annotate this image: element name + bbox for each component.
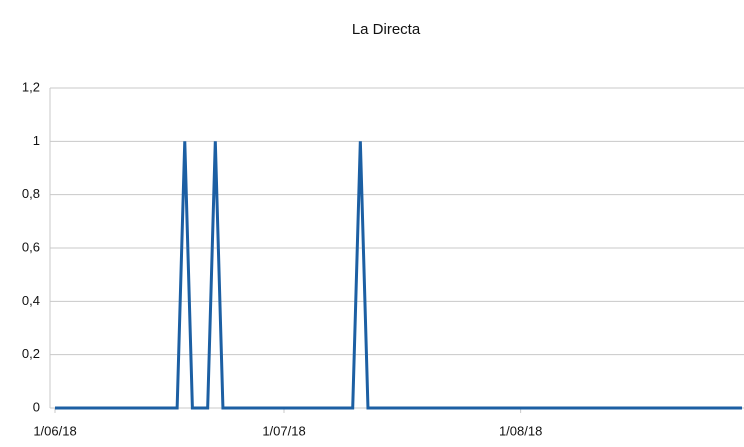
y-tick-label: 0,2 [22,346,40,361]
y-tick-label: 0,4 [22,293,40,308]
y-tick-label: 0,6 [22,239,40,254]
y-tick-label: 1 [33,133,40,148]
y-tick-label: 0,8 [22,186,40,201]
y-tick-label: 1,2 [22,79,40,94]
x-tick-label: 1/08/18 [499,423,542,438]
line-series [55,141,742,410]
x-tick-label: 1/07/18 [262,423,305,438]
x-tick-label: 1/06/18 [33,423,76,438]
y-tick-label: 0 [33,399,40,414]
chart-title: La Directa [352,21,421,38]
